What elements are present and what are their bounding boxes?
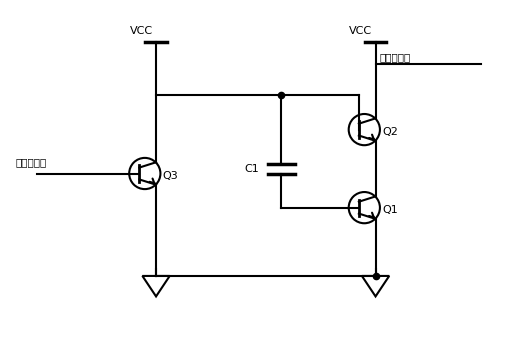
Text: Q1: Q1 xyxy=(382,205,398,215)
Text: Q2: Q2 xyxy=(382,127,398,137)
Text: Q3: Q3 xyxy=(163,171,178,181)
Text: 信号输入端: 信号输入端 xyxy=(15,158,47,168)
Text: 信号输出端: 信号输出端 xyxy=(379,52,411,62)
Text: VCC: VCC xyxy=(350,26,373,36)
Text: C1: C1 xyxy=(245,164,260,174)
Text: VCC: VCC xyxy=(130,26,153,36)
